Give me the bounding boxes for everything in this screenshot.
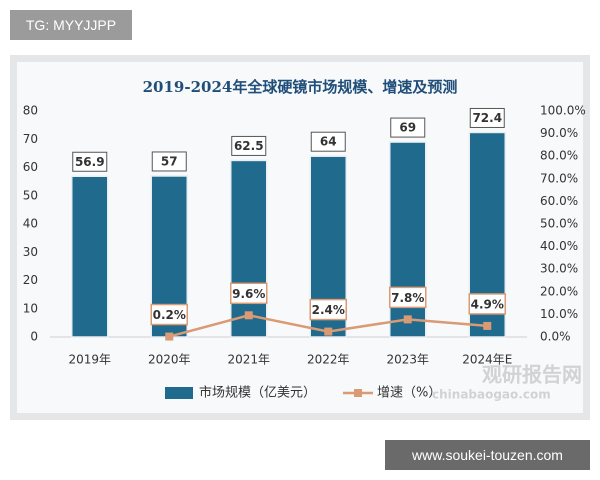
y2-tick-label: 80.0% [540,149,578,163]
data-label-box [72,151,108,172]
line-marker [403,315,412,324]
y-tick-label: 50 [23,188,38,202]
y2-tick-label: 60.0% [540,194,578,208]
data-label-box [150,303,188,326]
y-tick-label: 20 [23,273,38,287]
x-tick-label: 2024年E [462,353,512,367]
data-label: 72.4 [472,111,502,125]
data-label: 69 [399,121,416,135]
y-tick-label: 70 [23,132,38,146]
data-label: 64 [320,135,337,149]
y2-tick-label: 100.0% [540,104,586,118]
y2-tick-label: 0.0% [540,330,571,344]
data-label-box [309,298,347,321]
data-label: 4.9% [471,297,504,311]
x-tick-label: 2019年 [68,353,111,367]
y-tick-label: 10 [23,301,38,315]
data-label: 7.8% [391,291,424,305]
line-marker [324,327,333,336]
watermark: 观研报告网 [482,363,582,387]
y2-tick-label: 30.0% [540,262,578,276]
data-label-box [390,117,426,138]
y2-tick-label: 40.0% [540,239,578,253]
tag: TG: MYYJJPP [10,10,132,40]
data-label: 9.6% [232,287,265,301]
watermark: chinabaogao.com [432,388,551,402]
y2-tick-label: 50.0% [540,217,578,231]
y-tick-label: 80 [23,104,38,118]
data-label-box [231,135,267,156]
data-label: 0.2% [153,308,186,322]
line-marker [244,311,253,320]
x-tick-label: 2021年 [227,353,270,367]
y-tick-label: 60 [23,160,38,174]
legend-label: 增速（%） [377,386,441,401]
footer-tag: www.soukei-touzen.com [385,440,590,470]
line-marker [483,321,492,330]
x-tick-label: 2022年 [307,353,350,367]
line-marker [165,332,174,341]
y-tick-label: 30 [23,245,38,259]
data-label: 57 [161,154,178,168]
y2-tick-label: 70.0% [540,171,578,185]
data-label-box [230,282,268,305]
data-label-box [389,286,427,309]
data-label-box [310,131,346,152]
data-label: 56.9 [75,155,105,169]
y-tick-label: 0 [30,330,38,344]
bar [230,159,268,338]
legend-label: 市场规模（亿美元） [199,385,316,401]
data-label: 62.5 [234,139,264,153]
x-tick-label: 2020年 [148,353,191,367]
y2-tick-label: 10.0% [540,307,578,321]
data-label-box [469,107,505,128]
chart-title: 2019-2024年全球硬镜市场规模、增速及预测 [143,78,458,96]
data-label: 2.4% [312,303,345,317]
legend-swatch [354,389,362,397]
y2-tick-label: 90.0% [540,126,578,140]
legend-swatch [165,387,193,399]
x-tick-label: 2023年 [386,353,429,367]
y-tick-label: 40 [23,217,38,231]
y2-tick-label: 20.0% [540,284,578,298]
data-label-box [151,151,187,172]
data-label-box [468,293,506,315]
bar [71,175,109,338]
